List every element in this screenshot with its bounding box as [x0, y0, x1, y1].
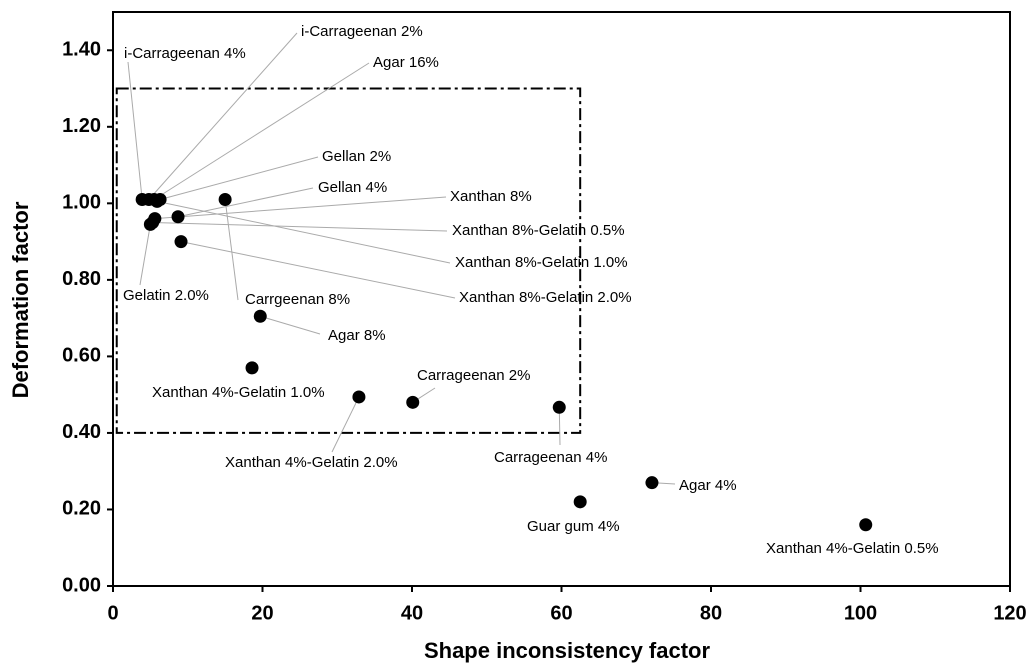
region-box	[115, 87, 582, 434]
leader-line	[260, 315, 321, 335]
point	[253, 309, 267, 323]
x-tick-label: 80	[700, 602, 722, 624]
leader-line	[177, 187, 314, 218]
leader-line	[156, 200, 451, 264]
point-label: Gellan 2%	[322, 148, 391, 165]
x-axis-title: Shape inconsistency factor	[424, 638, 711, 663]
point-label: Carrageenan 4%	[494, 449, 607, 466]
y-tick-label: 0.20	[62, 498, 101, 520]
point	[171, 210, 185, 224]
point	[552, 400, 566, 414]
x-tick-label: 60	[550, 602, 572, 624]
point-label: Carrageenan 2%	[417, 367, 530, 384]
point	[174, 235, 188, 249]
point-label: Agar 16%	[373, 54, 439, 71]
leader-line	[154, 196, 447, 220]
y-tick-label: 0.40	[62, 421, 101, 443]
point-label: Xanthan 8%-Gelatin 2.0%	[459, 289, 632, 306]
leader-line	[127, 61, 143, 200]
leader-line	[152, 221, 448, 232]
y-tick-label: 0.60	[62, 345, 101, 367]
x-tick-label: 40	[401, 602, 423, 624]
point-label: i-Carrageenan 2%	[301, 23, 423, 40]
x-tick-label: 20	[251, 602, 273, 624]
y-tick-label: 1.20	[62, 115, 101, 137]
point	[573, 495, 587, 509]
point-label: i-Carrageenan 4%	[124, 45, 246, 62]
y-tick-label: 0.80	[62, 268, 101, 290]
point-label: Xanthan 8%-Gelatin 1.0%	[455, 254, 628, 271]
point-label: Xanthan 8%	[450, 188, 532, 205]
leader-line	[153, 62, 370, 200]
point-label: Gelatin 2.0%	[123, 287, 209, 304]
leader-line	[139, 224, 151, 286]
point	[143, 217, 157, 231]
x-tick-label: 100	[844, 602, 877, 624]
point	[245, 361, 259, 375]
point	[406, 395, 420, 409]
x-tick-label: 120	[993, 602, 1026, 624]
leader-line	[159, 156, 319, 200]
point	[645, 476, 659, 490]
x-tick-label: 0	[107, 602, 118, 624]
point-label: Xanthan 4%-Gelatin 0.5%	[766, 540, 939, 557]
point-label: Xanthan 4%-Gelatin 1.0%	[152, 384, 325, 401]
point	[352, 390, 366, 404]
y-tick-label: 1.40	[62, 39, 101, 61]
point-label: Xanthan 4%-Gelatin 2.0%	[225, 454, 398, 471]
point-label: Carrgeenan 8%	[245, 291, 350, 308]
point	[218, 193, 232, 207]
y-axis-title: Deformation factor	[8, 201, 33, 398]
y-tick-label: 0.00	[62, 574, 101, 596]
leader-line	[224, 199, 239, 301]
leader-line	[331, 396, 360, 453]
leader-line	[148, 32, 298, 200]
point-label: Agar 4%	[679, 477, 737, 494]
point-label: Guar gum 4%	[527, 518, 620, 535]
y-tick-label: 1.00	[62, 192, 101, 214]
point	[859, 518, 873, 532]
point	[150, 194, 164, 208]
leader-line	[180, 241, 456, 299]
point-label: Xanthan 8%-Gelatin 0.5%	[452, 222, 625, 239]
point-label: Gellan 4%	[318, 179, 387, 196]
point-label: Agar 8%	[328, 327, 386, 344]
